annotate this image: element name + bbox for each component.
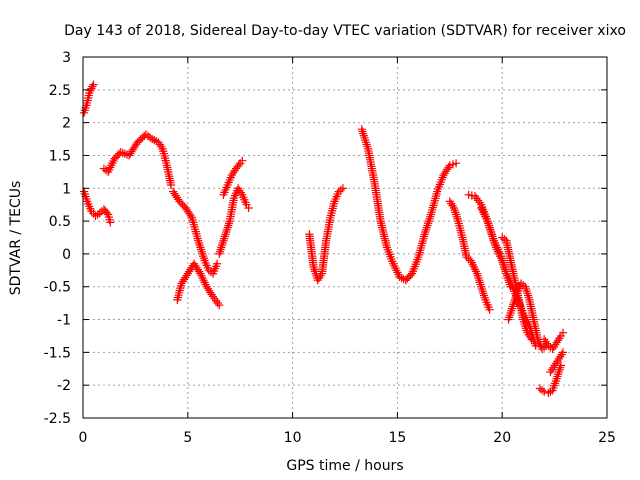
data-point [136,135,145,144]
y-tick-label: 2 [62,116,71,132]
data-point [467,191,476,200]
data-point [448,160,458,169]
data-point [111,152,121,162]
y-tick-label: -1 [57,313,71,329]
data-point [176,198,186,208]
x-tick-label: 0 [79,430,88,446]
x-tick-label: 5 [183,430,192,446]
y-tick-label: -0.5 [44,280,71,296]
data-point [485,305,494,314]
data-point [213,259,222,268]
data-point [464,190,473,199]
series-arc-03 [99,130,176,190]
data-point [113,151,122,160]
y-tick-label: 1 [62,181,71,197]
x-tick-label: 10 [284,430,302,446]
data-point [135,136,144,145]
series-arc-12 [477,203,540,350]
y-tick-label: -1.5 [44,345,71,361]
data-points [79,80,568,398]
y-tick-label: 0.5 [49,214,71,230]
data-point [451,159,461,168]
series-arc-16 [540,328,568,354]
data-point [175,197,184,206]
x-tick-label: 25 [598,430,616,446]
x-axis-label: GPS time / hours [286,458,403,474]
series-arc-17 [546,348,568,377]
series-arc-08 [305,184,348,285]
grid-lines [83,57,607,418]
series-arc-04 [169,187,222,278]
series-arc-15 [535,361,565,398]
data-point [403,274,412,283]
data-point [558,328,568,337]
series-arc-14 [504,279,551,354]
data-point [110,154,119,163]
y-tick-label: 2.5 [49,83,71,99]
y-tick-label: 3 [62,50,71,66]
plot-frame [82,56,608,419]
axis-ticks: 0 5 10 15 20 25 -2.5 -2 -1.5 -1 -0.5 0 0.5 1 1.5 2 2.5 3 [44,50,616,446]
data-point [215,301,224,310]
data-point [106,218,115,227]
y-tick-label: -2 [57,378,71,394]
data-point [166,180,176,190]
series-arc-09 [357,125,461,285]
y-tick-label: -2.5 [44,411,71,427]
data-point [178,200,187,209]
data-point [244,203,253,213]
data-point [338,184,348,193]
x-tick-label: 15 [388,430,406,446]
data-point [404,272,414,281]
data-point [138,133,147,142]
y-tick-label: 1.5 [49,148,71,164]
series-arc-07 [219,156,247,199]
chart-title: Day 143 of 2018, Sidereal Day-to-day VTE… [64,23,626,39]
data-point [133,138,142,147]
x-tick-label: 20 [493,430,511,446]
data-point [445,161,454,170]
data-point [238,156,247,165]
series-arc-10 [445,197,494,314]
data-point [401,276,410,285]
data-point [531,341,540,350]
series-arc-05 [173,259,224,310]
series-arc-02 [79,187,115,227]
series-arc-06 [215,184,253,259]
y-axis-label: SDTVAR / TECUs [8,181,24,296]
data-point [89,80,98,89]
series-arc-01 [79,80,98,117]
data-point [558,348,568,357]
y-tick-label: 0 [62,247,71,263]
